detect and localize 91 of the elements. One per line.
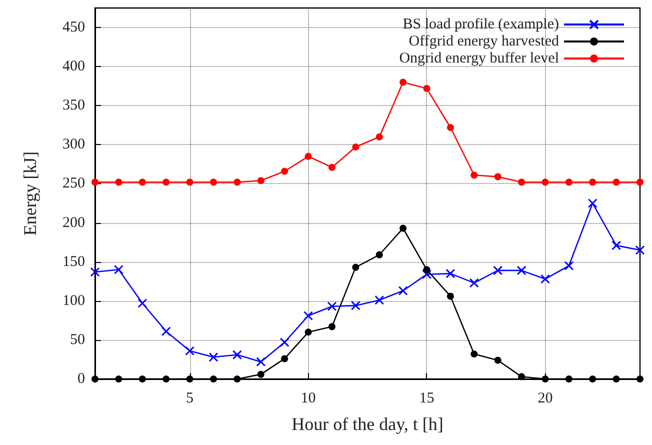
- point: [350, 300, 360, 310]
- point: [232, 350, 242, 360]
- point: [138, 298, 148, 308]
- point: [374, 295, 384, 305]
- point: [565, 376, 572, 382]
- point: [540, 274, 550, 284]
- point: [589, 376, 596, 382]
- point: [469, 278, 479, 288]
- point: [186, 376, 194, 382]
- point: [328, 323, 336, 330]
- point: [210, 178, 217, 186]
- point: [210, 376, 217, 382]
- point: [376, 133, 383, 140]
- point: [234, 178, 241, 186]
- point: [352, 144, 360, 151]
- y-tick-label: 450: [62, 20, 85, 36]
- y-tick-label: 400: [62, 58, 85, 75]
- point: [400, 224, 407, 232]
- point: [494, 173, 502, 180]
- point: [423, 266, 430, 274]
- point: [635, 245, 645, 255]
- point: [422, 270, 432, 280]
- legend-label: BS load profile (example): [402, 16, 559, 32]
- point: [161, 326, 171, 336]
- point: [588, 198, 598, 208]
- point: [470, 172, 478, 179]
- point: [138, 376, 146, 382]
- legend-label: Ongrid energy buffer level: [399, 50, 559, 66]
- point: [257, 370, 264, 378]
- point: [542, 178, 549, 186]
- point: [494, 356, 502, 364]
- point: [281, 168, 288, 175]
- point: [115, 178, 122, 186]
- point: [92, 178, 98, 186]
- point: [115, 376, 122, 382]
- x-tick-label: 5: [186, 390, 194, 406]
- point: [612, 240, 622, 250]
- point: [185, 346, 195, 356]
- point: [565, 178, 572, 186]
- point: [186, 178, 194, 186]
- point: [516, 266, 526, 276]
- point: [281, 355, 288, 362]
- point: [612, 178, 620, 186]
- point: [589, 178, 596, 186]
- point: [636, 376, 644, 382]
- point: [636, 178, 644, 186]
- point: [92, 376, 98, 382]
- point: [162, 376, 170, 382]
- y-tick-label: 250: [62, 176, 85, 192]
- point: [304, 310, 314, 320]
- y-tick-label: 100: [62, 292, 85, 309]
- point: [90, 267, 100, 277]
- y-tick-label: 300: [62, 136, 85, 153]
- point: [423, 84, 430, 92]
- point: [114, 264, 124, 274]
- y-tick-label: 350: [62, 98, 85, 114]
- point: [612, 376, 620, 382]
- y-axis-title: Energy [kJ]: [20, 151, 40, 236]
- point: [446, 268, 456, 278]
- point: [256, 357, 266, 367]
- point: [400, 78, 407, 86]
- x-tick-label: 10: [300, 390, 316, 406]
- point: [542, 376, 549, 382]
- point: [162, 178, 170, 186]
- point: [446, 124, 454, 131]
- point: [234, 376, 241, 382]
- point: [493, 266, 503, 276]
- x-tick-label: 20: [538, 390, 553, 406]
- point: [304, 328, 312, 336]
- point: [352, 264, 360, 271]
- point: [280, 338, 290, 348]
- x-tick-label: 15: [419, 390, 434, 406]
- point: [518, 178, 526, 186]
- x-axis-title: Hour of the day, t [h]: [292, 414, 444, 434]
- point: [564, 260, 574, 270]
- point: [518, 373, 526, 380]
- point: [138, 178, 146, 186]
- point: [398, 286, 408, 296]
- point: [470, 350, 478, 358]
- legend-label: Offgrid energy harvested: [408, 34, 560, 50]
- point: [328, 164, 336, 171]
- point: [446, 292, 454, 300]
- point: [376, 251, 383, 258]
- y-tick-label: 0: [78, 371, 85, 387]
- point: [208, 352, 218, 362]
- y-tick-label: 200: [62, 214, 85, 231]
- y-tick-label: 50: [70, 332, 85, 348]
- y-tick-label: 150: [62, 254, 85, 270]
- point: [327, 302, 337, 312]
- point: [257, 177, 264, 184]
- point: [304, 152, 312, 160]
